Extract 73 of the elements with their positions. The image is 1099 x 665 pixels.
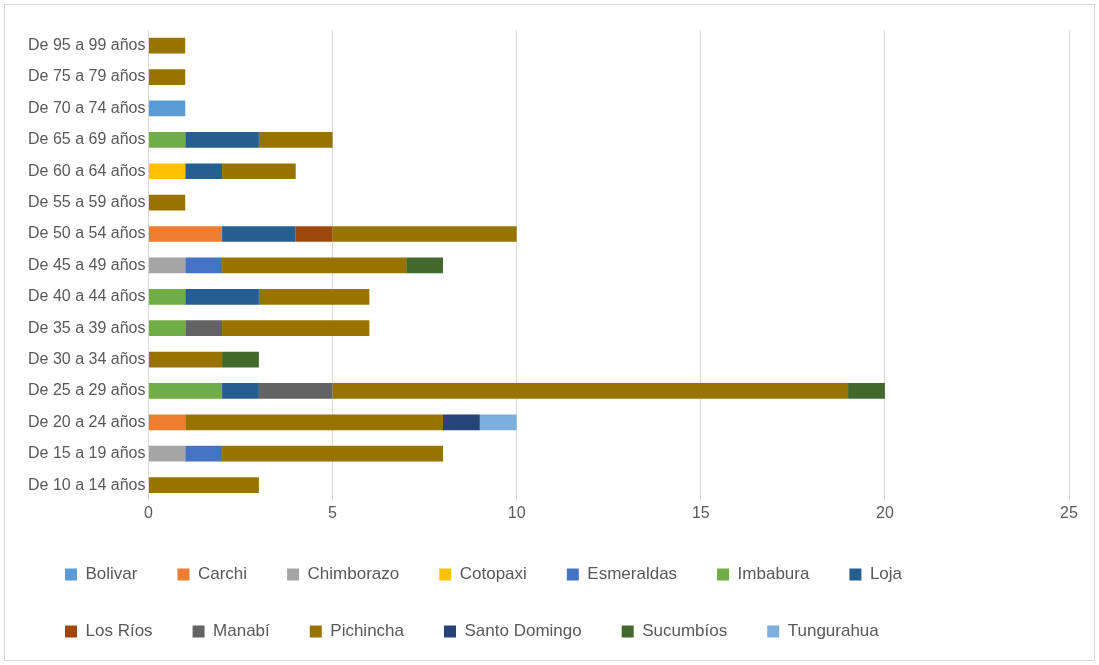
bar (148, 383, 223, 399)
bar (148, 320, 186, 337)
bar (148, 477, 259, 493)
bar (148, 69, 186, 85)
bar (148, 257, 186, 274)
x-tick-label: 25 (1060, 503, 1078, 521)
legend-label: Esmeraldas (587, 564, 678, 584)
bar (222, 163, 296, 180)
bar (443, 414, 480, 431)
y-tick-label: De 75 a 79 años (28, 67, 146, 85)
legend-label: Sucumbíos (642, 621, 728, 641)
bar (185, 445, 223, 462)
y-tick-label: De 65 a 69 años (28, 130, 146, 148)
bar (148, 414, 186, 431)
bar (332, 383, 849, 399)
bar (222, 257, 407, 274)
x-tick-label: 20 (875, 503, 894, 521)
y-tick-label: De 40 a 44 años (28, 287, 146, 305)
bar (222, 445, 444, 462)
bar (258, 132, 333, 148)
bar (185, 288, 259, 305)
bar (148, 194, 186, 211)
bar (148, 288, 186, 305)
legend-label: Tungurahua (787, 621, 880, 641)
legend-label: Chimborazo (307, 564, 400, 584)
bar (185, 320, 223, 337)
bar (185, 163, 223, 180)
legend-label: Pichincha (330, 621, 405, 641)
bar (222, 226, 296, 242)
x-tick-label: 0 (143, 503, 153, 521)
x-tick-label: 10 (507, 503, 526, 521)
y-tick-label: De 60 a 64 años (28, 161, 146, 179)
bar (479, 414, 517, 431)
bar (185, 132, 259, 148)
bar (185, 257, 223, 274)
x-tick-label: 15 (691, 503, 710, 521)
y-tick-label: De 45 a 49 años (28, 255, 146, 273)
y-tick-label: De 30 a 34 años (28, 349, 146, 367)
y-tick-label: De 25 a 29 años (28, 381, 146, 399)
legend-label: Carchi (197, 564, 248, 584)
y-tick-label: De 95 a 99 años (28, 36, 146, 54)
bar (148, 163, 186, 180)
x-tick-label: 5 (328, 503, 338, 521)
legend-label: Loja (869, 564, 903, 584)
y-tick-label: De 70 a 74 años (28, 98, 146, 116)
bar (295, 226, 333, 242)
legend-label: Manabí (213, 621, 271, 641)
bar (222, 320, 370, 337)
y-tick-label: De 10 a 14 años (28, 475, 146, 493)
bar (406, 257, 444, 274)
bar (148, 37, 186, 54)
legend-label: Bolivar (85, 564, 138, 584)
legend-label: Imbabura (737, 564, 810, 584)
bar (222, 351, 259, 368)
bar (148, 132, 186, 148)
bar (332, 226, 517, 242)
bar (848, 383, 885, 399)
bar (148, 100, 186, 117)
legend-label: Cotopaxi (459, 564, 527, 584)
y-tick-label: De 15 a 19 años (28, 444, 146, 462)
bar (148, 226, 223, 242)
bar (258, 383, 333, 399)
legend-label: Santo Domingo (464, 621, 582, 641)
y-tick-label: De 35 a 39 años (28, 318, 146, 336)
y-tick-label: De 20 a 24 años (28, 412, 146, 430)
y-tick-label: De 50 a 54 años (28, 224, 146, 242)
bar (148, 351, 223, 368)
legend-label: Los Ríos (85, 621, 153, 641)
bar (185, 414, 444, 431)
bar (222, 383, 259, 399)
y-tick-label: De 55 a 59 años (28, 193, 146, 211)
bar (258, 288, 370, 305)
bar (148, 445, 186, 462)
